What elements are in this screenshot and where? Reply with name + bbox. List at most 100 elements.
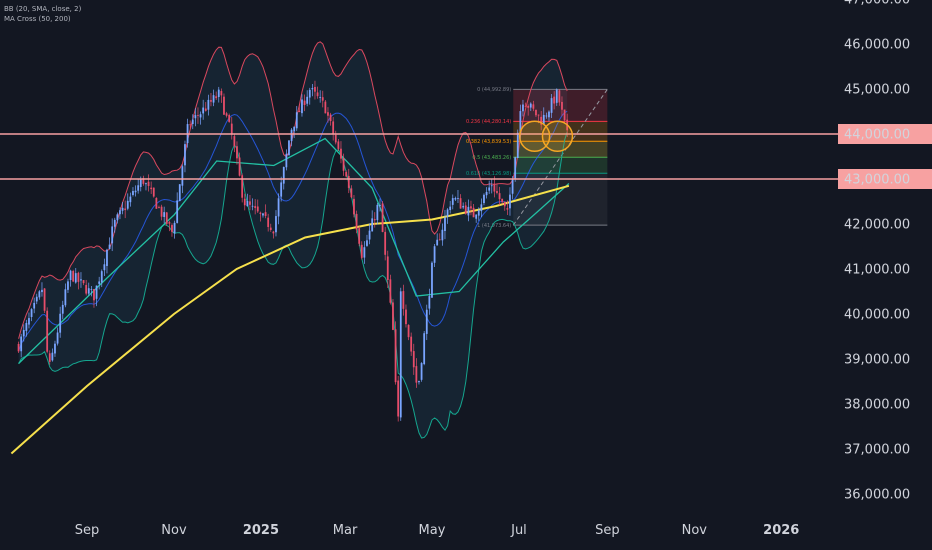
bb-band-fill [18,41,568,439]
candle-body [332,121,335,135]
candle-body [150,187,153,190]
candle-body [72,271,75,282]
candle [392,298,394,331]
price-tick-label: 46,000.00 [844,38,910,53]
candle-body [529,103,532,108]
candle [423,331,426,366]
candle-body [215,96,218,99]
candle-body [33,302,36,309]
time-tick-label: Sep [75,523,100,538]
ma-cross-legend-label[interactable]: MA Cross (50, 200) [4,15,71,23]
candle [431,261,433,298]
candle [113,217,116,233]
candle [410,332,413,356]
time-axis[interactable]: Sep Nov 2025 Mar May Jul Sep Nov 2026 [75,523,800,538]
candle [126,193,129,211]
fib-level-label: 0.382 (43,839.53) [466,139,511,145]
candle-body [407,324,410,338]
candle [496,183,498,195]
candle-body [436,239,439,246]
price-axis[interactable]: 47,000.00 46,000.00 45,000.00 42,000.00 41,0… [844,0,910,503]
highlight-circle[interactable] [518,120,551,152]
candle-body [163,212,166,217]
highlight-circle[interactable] [541,120,574,152]
candle [116,212,119,224]
time-tick-label: Jul [510,523,527,538]
candle-body [168,222,171,224]
candle [353,195,355,218]
price-tick-label: 39,000.00 [844,353,910,368]
candle [178,184,181,202]
candle-body [498,193,501,200]
candle [381,200,384,233]
candle-body [93,289,95,301]
candle-body [69,270,72,281]
candle-body [137,185,140,191]
candle-body [519,111,522,134]
candle [511,176,514,200]
candle-body [327,112,329,116]
candle [462,202,465,210]
candle-body [210,100,212,102]
candle-body [277,198,280,217]
candle [204,102,207,112]
candle-body [160,206,163,217]
candle [457,190,459,203]
candle [444,209,446,240]
candle-body [80,279,82,281]
candle-body [433,246,436,263]
candle [467,199,470,222]
candle-body [28,318,30,325]
candle-body [464,205,467,214]
candle [360,241,363,260]
candle [548,110,550,122]
candle [529,102,532,111]
candle-body [262,213,264,216]
candle [69,269,72,287]
candle-body [358,228,361,244]
candle-body [243,198,246,206]
candle-body [553,96,556,104]
candle [306,90,309,107]
price-tick-label: 47,000.00 [844,0,910,8]
candle-body [368,230,371,240]
candle [176,192,179,224]
candle-body [121,207,124,211]
fib-zone [513,121,608,142]
candle-body [145,183,147,185]
candle [28,312,30,329]
candle-body [329,114,332,122]
candle-body [269,227,272,231]
highlight-circles[interactable] [518,120,574,152]
candle [433,243,436,268]
candle-body [285,153,288,168]
candle-body [493,183,496,192]
candle-body [340,148,342,159]
candle-body [319,97,322,98]
candle-body [111,226,114,244]
candle-body [506,208,509,210]
candle-body [129,196,132,203]
candle-body [30,309,33,317]
candle [48,350,51,365]
candle [480,198,483,218]
candle [236,141,238,165]
candle [67,278,69,294]
candle-body [181,166,184,186]
candle-body [126,200,129,209]
candle [470,200,472,216]
candle [290,128,293,147]
bb-legend-label[interactable]: BB (20, SMA, close, 2) [4,5,82,13]
candle-body [22,329,25,337]
candle-body [420,363,423,380]
candle [334,130,337,145]
candle [74,268,77,284]
fibonacci-retracement[interactable]: 0 (44,992.89) 0.236 (44,280.14) 0.382 (43,… [466,87,608,229]
candle-body [548,111,550,118]
bb-lower-line [18,131,568,439]
candle [347,168,350,194]
candle [173,220,176,239]
candle-body [189,124,192,126]
horizontal-levels[interactable]: 44,000.00 43,000.00 [0,124,932,189]
